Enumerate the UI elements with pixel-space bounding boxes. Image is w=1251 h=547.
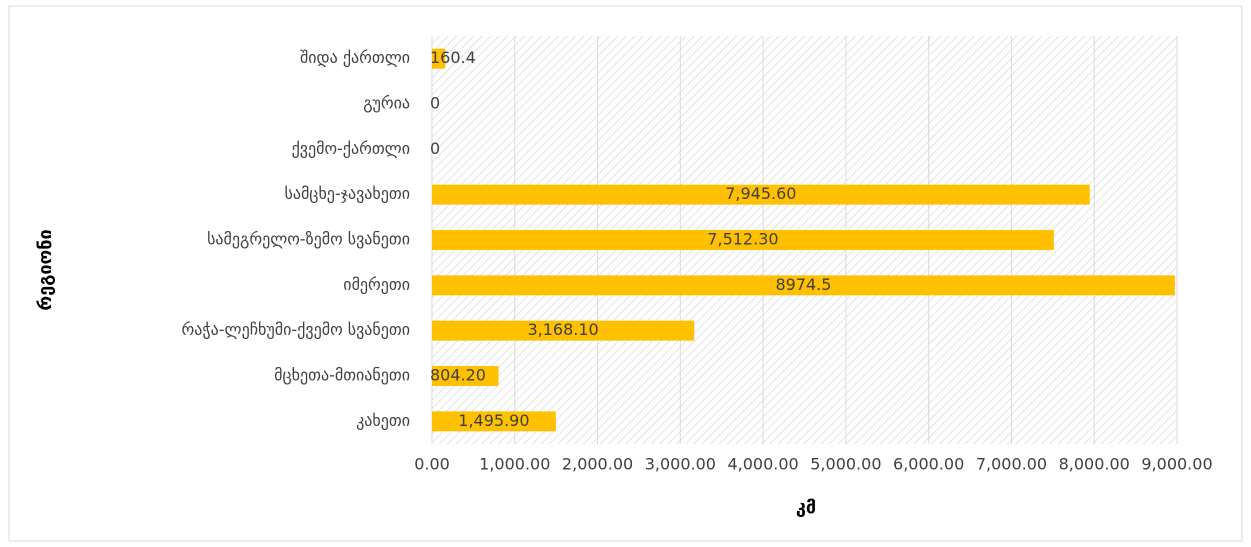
y-tick-label: გურია bbox=[363, 94, 410, 113]
y-tick-label: შიდა ქართლი bbox=[300, 48, 410, 67]
y-tick-label: კახეთი bbox=[356, 411, 410, 430]
bar bbox=[432, 366, 499, 386]
bar bbox=[432, 48, 446, 69]
y-tick-label: რაჭა-ლეჩხუმი-ქვემო სვანეთი bbox=[181, 320, 410, 339]
data-label: 8974.5 bbox=[775, 275, 831, 294]
data-label: 3,168.10 bbox=[527, 320, 598, 339]
data-label: 7,512.30 bbox=[707, 230, 778, 249]
data-label: 1,495.90 bbox=[458, 411, 529, 430]
bar bbox=[432, 230, 1054, 250]
y-tick-label: სამცხე-ჯავახეთი bbox=[284, 184, 410, 203]
bar bbox=[432, 320, 695, 341]
x-tick-label: 4,000.00 bbox=[727, 455, 798, 474]
y-axis-title: რეგიონი bbox=[35, 229, 56, 310]
x-tick-label: 3,000.00 bbox=[645, 455, 716, 474]
y-tick-label: იმერეთი bbox=[343, 275, 410, 294]
x-tick-label: 0.00 bbox=[414, 455, 450, 474]
y-tick-label: ქვემო-ქართლი bbox=[292, 139, 410, 158]
data-label: 160.4 bbox=[430, 48, 476, 67]
data-label: 804.20 bbox=[430, 366, 486, 385]
data-label: 0 bbox=[430, 94, 440, 113]
x-tick-label: 1,000.00 bbox=[479, 455, 550, 474]
bar bbox=[432, 184, 1090, 205]
x-tick-label: 5,000.00 bbox=[810, 455, 881, 474]
y-tick-label: მცხეთა-მთიანეთი bbox=[274, 366, 410, 385]
x-tick-label: 2,000.00 bbox=[562, 455, 633, 474]
data-label: 7,945.60 bbox=[725, 184, 796, 203]
y-tick-label: სამეგრელო-ზემო სვანეთი bbox=[207, 230, 410, 249]
x-tick-label: 9,000.00 bbox=[1141, 455, 1212, 474]
x-tick-label: 7,000.00 bbox=[976, 455, 1047, 474]
bar bbox=[432, 275, 1175, 296]
data-label: 0 bbox=[430, 139, 440, 158]
bar bbox=[432, 411, 556, 432]
x-axis-title: კმ bbox=[796, 497, 816, 518]
x-tick-label: 6,000.00 bbox=[893, 455, 964, 474]
x-tick-label: 8,000.00 bbox=[1059, 455, 1130, 474]
